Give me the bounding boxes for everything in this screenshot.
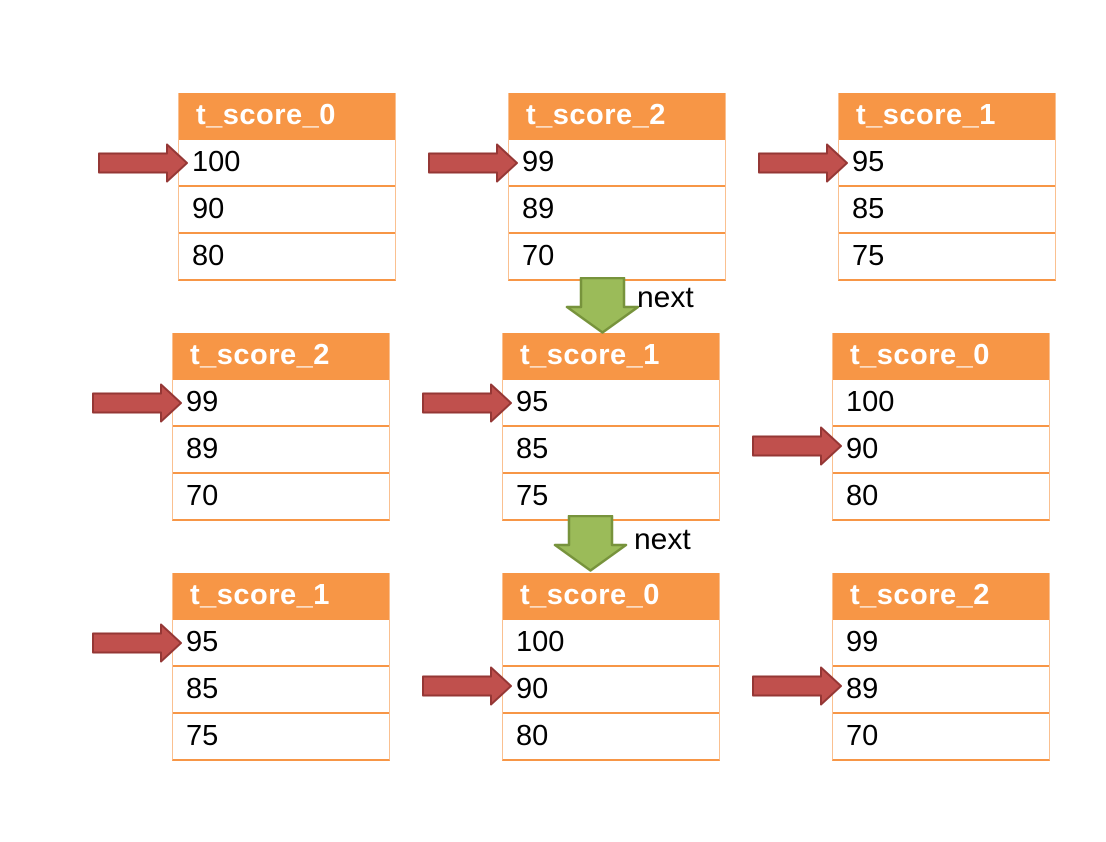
- score-table: t_score_2 99 89 70: [832, 573, 1050, 761]
- table-cell: 90: [833, 425, 1049, 472]
- table-cell: 75: [503, 472, 719, 519]
- table-cell: 100: [833, 378, 1049, 425]
- table-header: t_score_0: [503, 573, 719, 618]
- row-pointer-arrow-icon: [752, 426, 843, 466]
- score-table: t_score_0 100 90 80: [178, 93, 396, 281]
- table-header: t_score_0: [179, 93, 395, 138]
- row-pointer-arrow-icon: [428, 143, 519, 183]
- row-pointer-arrow-icon: [422, 383, 513, 423]
- table-cell: 70: [173, 472, 389, 519]
- table-cell: 89: [833, 665, 1049, 712]
- score-table: t_score_2 99 89 70: [508, 93, 726, 281]
- table-header: t_score_2: [833, 573, 1049, 618]
- table-cell: 70: [833, 712, 1049, 759]
- table-cell: 80: [179, 232, 395, 279]
- table-cell: 70: [509, 232, 725, 279]
- table-block-5: t_score_1 95 85 75: [422, 333, 720, 521]
- table-cell: 99: [173, 378, 389, 425]
- table-header: t_score_2: [173, 333, 389, 378]
- next-label: next: [637, 281, 694, 314]
- score-table: t_score_0 100 90 80: [832, 333, 1050, 521]
- table-cell: 99: [509, 138, 725, 185]
- table-cell: 100: [179, 138, 395, 185]
- row-pointer-arrow-icon: [758, 143, 849, 183]
- table-block-4: t_score_2 99 89 70: [92, 333, 390, 521]
- next-label: next: [634, 523, 691, 556]
- table-cell: 99: [833, 618, 1049, 665]
- table-header: t_score_1: [839, 93, 1055, 138]
- table-header: t_score_1: [173, 573, 389, 618]
- table-header: t_score_0: [833, 333, 1049, 378]
- table-cell: 75: [839, 232, 1055, 279]
- table-block-9: t_score_2 99 89 70: [752, 573, 1050, 761]
- table-cell: 85: [839, 185, 1055, 232]
- score-table: t_score_1 95 85 75: [502, 333, 720, 521]
- table-block-3: t_score_1 95 85 75: [758, 93, 1056, 281]
- table-cell: 90: [179, 185, 395, 232]
- table-cell: 80: [833, 472, 1049, 519]
- table-block-6: t_score_0 100 90 80: [752, 333, 1050, 521]
- next-arrow-icon: [553, 515, 628, 572]
- score-table: t_score_0 100 90 80: [502, 573, 720, 761]
- table-cell: 75: [173, 712, 389, 759]
- table-block-2: t_score_2 99 89 70: [428, 93, 726, 281]
- table-header: t_score_2: [509, 93, 725, 138]
- table-cell: 100: [503, 618, 719, 665]
- next-arrow-icon: [565, 277, 640, 334]
- score-table: t_score_1 95 85 75: [172, 573, 390, 761]
- score-table: t_score_2 99 89 70: [172, 333, 390, 521]
- table-block-7: t_score_1 95 85 75: [92, 573, 390, 761]
- table-cell: 95: [839, 138, 1055, 185]
- row-pointer-arrow-icon: [92, 383, 183, 423]
- row-pointer-arrow-icon: [422, 666, 513, 706]
- row-pointer-arrow-icon: [752, 666, 843, 706]
- table-cell: 85: [173, 665, 389, 712]
- score-table: t_score_1 95 85 75: [838, 93, 1056, 281]
- table-cell: 90: [503, 665, 719, 712]
- row-pointer-arrow-icon: [98, 143, 189, 183]
- table-cell: 95: [503, 378, 719, 425]
- table-block-8: t_score_0 100 90 80: [422, 573, 720, 761]
- table-cell: 85: [503, 425, 719, 472]
- row-pointer-arrow-icon: [92, 623, 183, 663]
- table-cell: 80: [503, 712, 719, 759]
- table-cell: 89: [173, 425, 389, 472]
- table-cell: 95: [173, 618, 389, 665]
- table-block-1: t_score_0 100 90 80: [98, 93, 396, 281]
- table-cell: 89: [509, 185, 725, 232]
- table-header: t_score_1: [503, 333, 719, 378]
